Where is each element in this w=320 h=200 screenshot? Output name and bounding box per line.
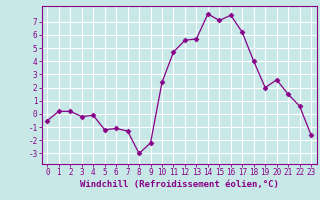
X-axis label: Windchill (Refroidissement éolien,°C): Windchill (Refroidissement éolien,°C)	[80, 180, 279, 189]
